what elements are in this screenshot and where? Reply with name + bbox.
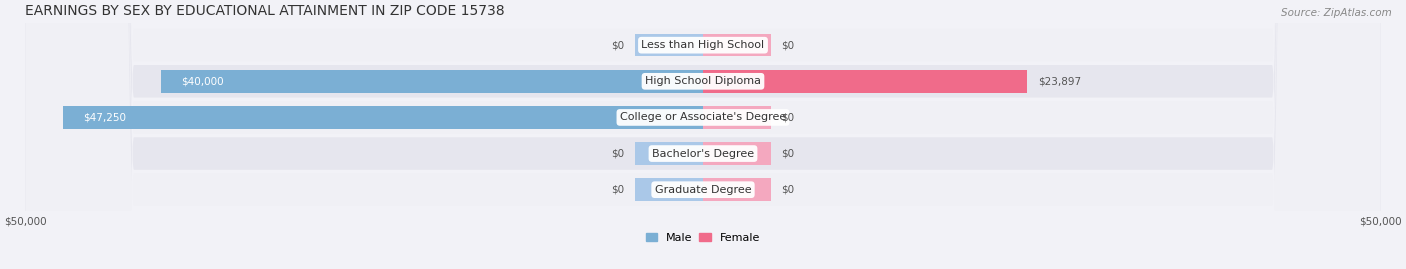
Bar [636,142,703,165]
Text: College or Associate's Degree: College or Associate's Degree [620,112,786,122]
Text: Bachelor's Degree: Bachelor's Degree [652,148,754,158]
Bar [63,106,703,129]
FancyBboxPatch shape [25,0,1381,269]
Bar [703,142,770,165]
Text: Graduate Degree: Graduate Degree [655,185,751,195]
Text: $47,250: $47,250 [83,112,127,122]
Bar [160,70,703,93]
Text: $0: $0 [782,40,794,50]
Text: Source: ZipAtlas.com: Source: ZipAtlas.com [1281,8,1392,18]
Bar [703,70,1026,93]
Text: $0: $0 [612,40,624,50]
Text: Less than High School: Less than High School [641,40,765,50]
Text: $23,897: $23,897 [1038,76,1081,86]
Bar [703,34,770,56]
Text: $0: $0 [782,185,794,195]
FancyBboxPatch shape [25,0,1381,269]
Bar [636,179,703,201]
Text: $0: $0 [782,148,794,158]
Legend: Male, Female: Male, Female [641,228,765,247]
Bar [636,34,703,56]
Text: $0: $0 [612,185,624,195]
FancyBboxPatch shape [25,0,1381,269]
FancyBboxPatch shape [25,0,1381,269]
Text: $0: $0 [612,148,624,158]
Text: EARNINGS BY SEX BY EDUCATIONAL ATTAINMENT IN ZIP CODE 15738: EARNINGS BY SEX BY EDUCATIONAL ATTAINMEN… [25,4,505,18]
Bar [703,106,770,129]
FancyBboxPatch shape [25,0,1381,269]
Text: $40,000: $40,000 [181,76,224,86]
Text: $0: $0 [782,112,794,122]
Text: High School Diploma: High School Diploma [645,76,761,86]
Bar [703,179,770,201]
